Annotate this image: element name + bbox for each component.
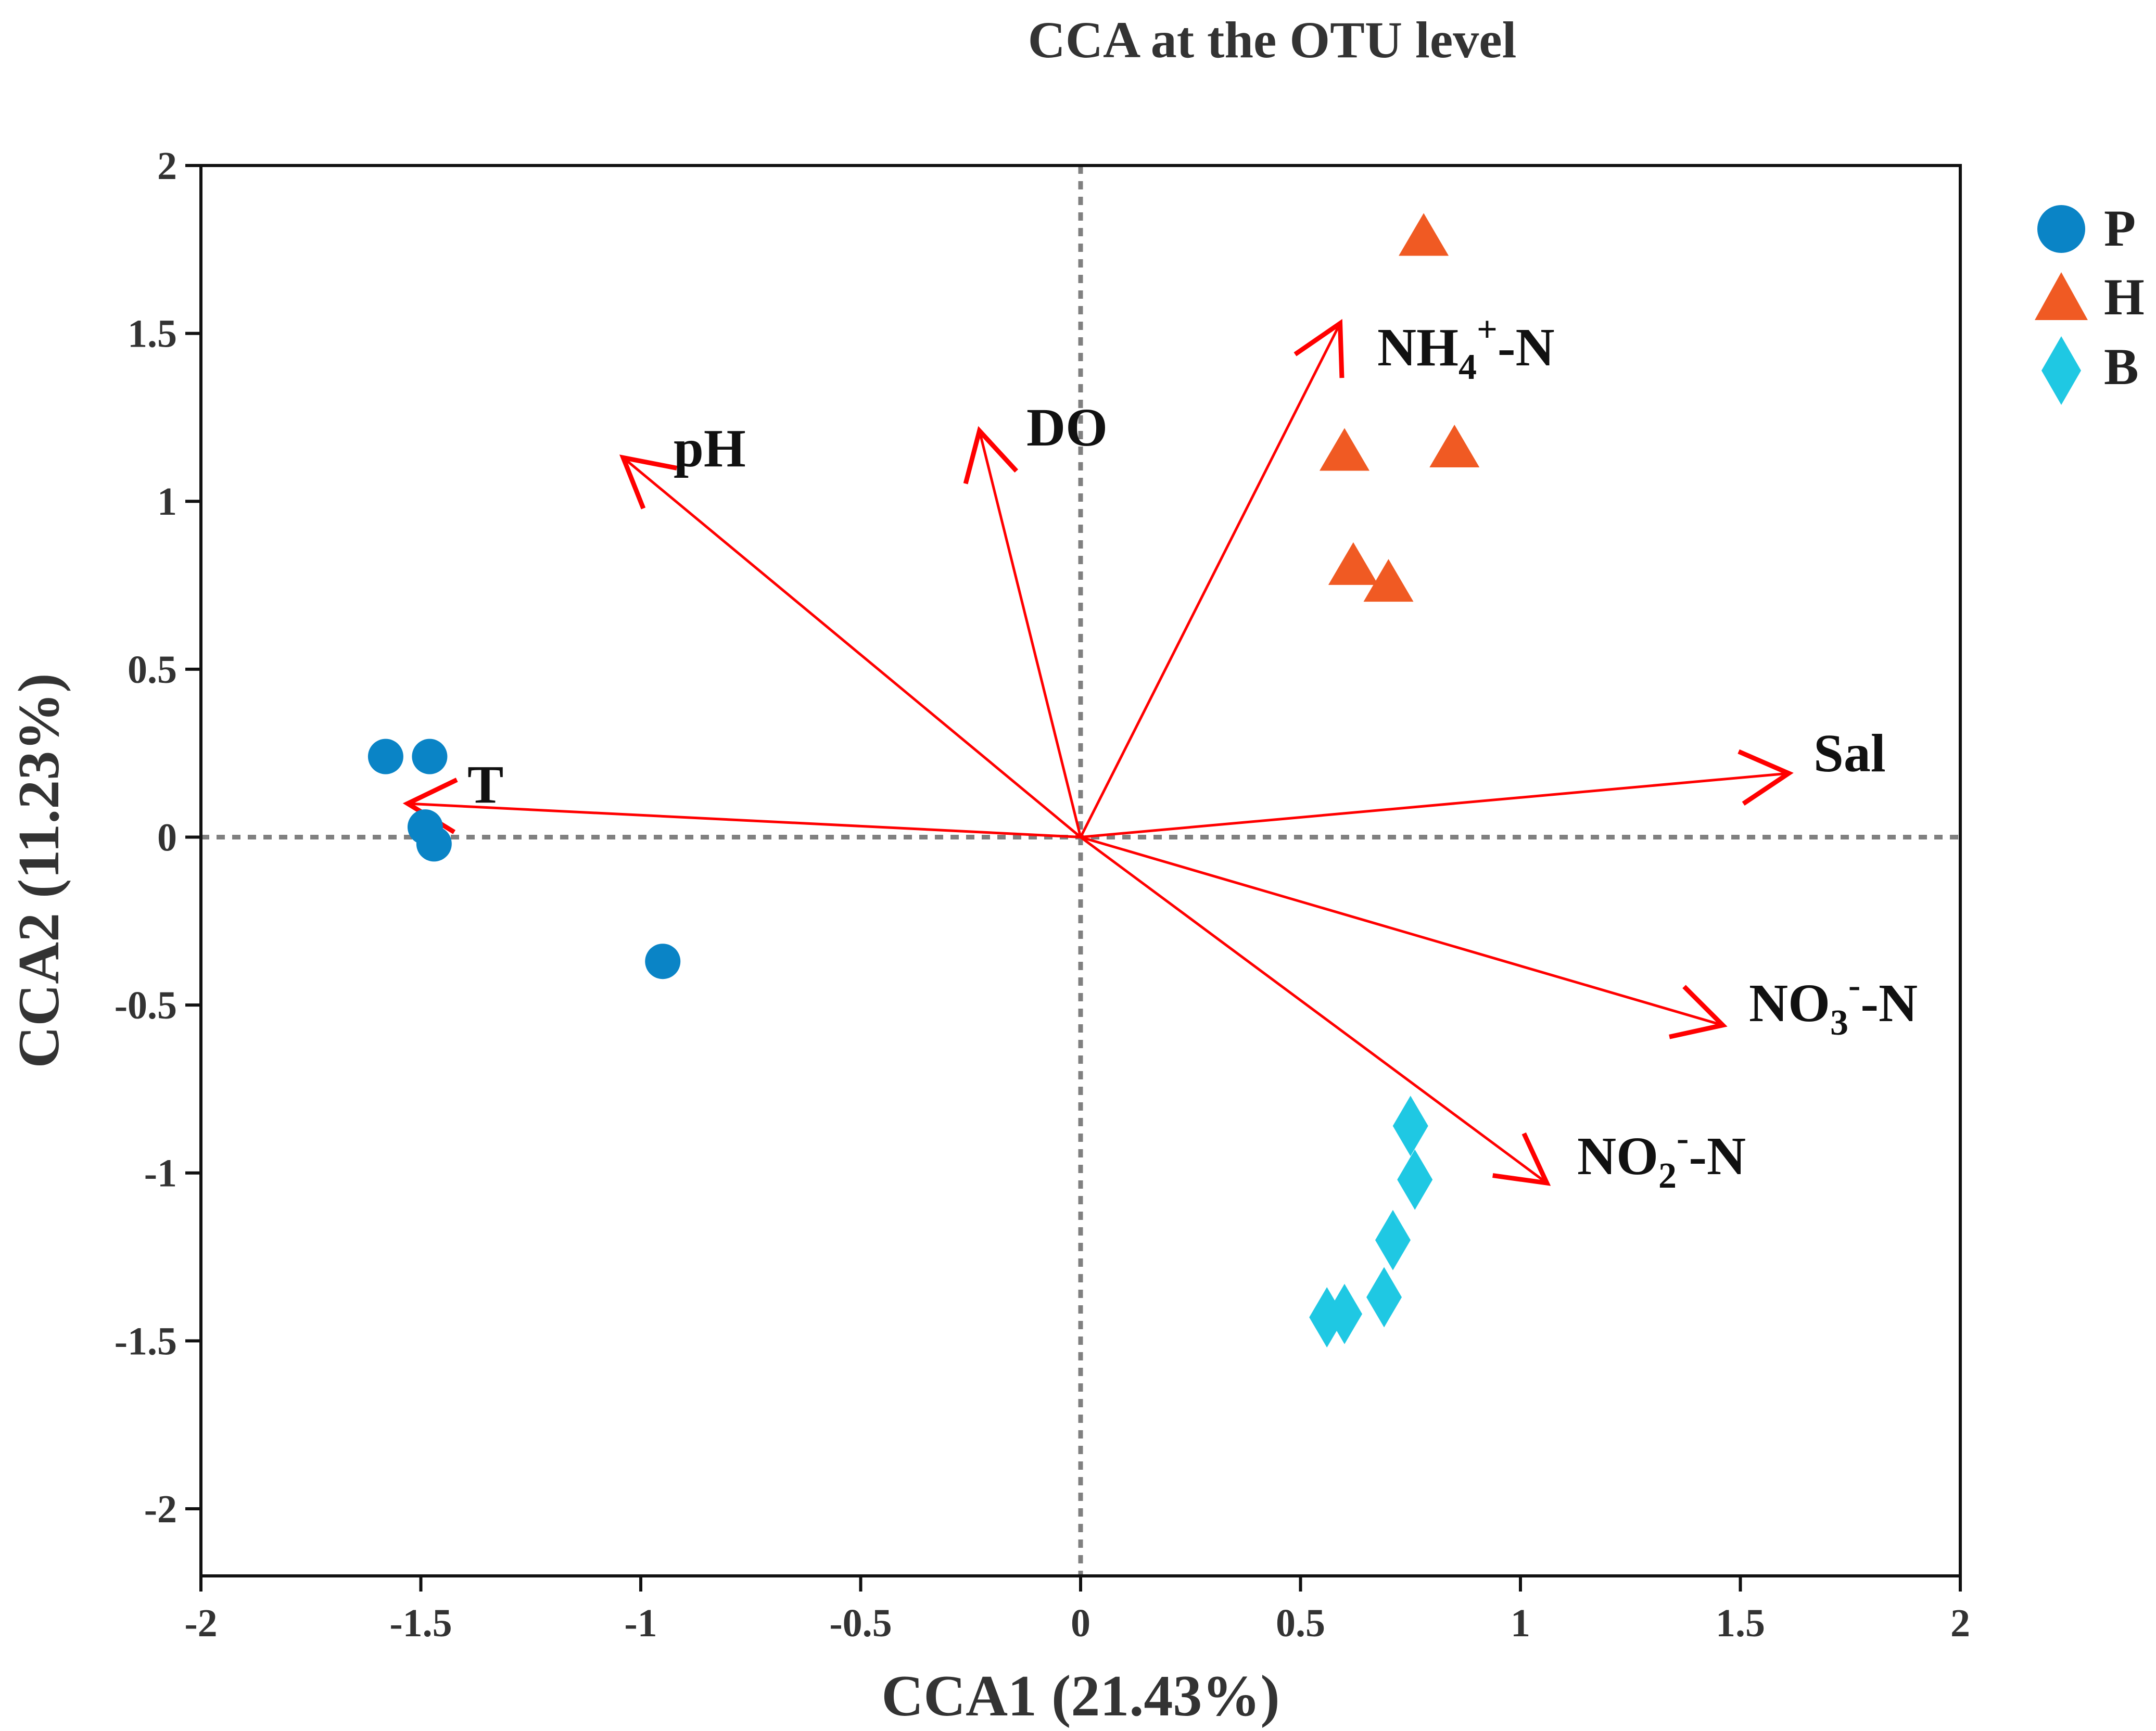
arrow-head	[619, 454, 678, 510]
arrow-head	[1669, 985, 1728, 1039]
y-tick-label: -0.5	[115, 984, 177, 1027]
arrow-label-T: T	[467, 755, 503, 814]
y-tick-label: -1	[144, 1152, 177, 1195]
arrow-label-NO3: NO3--N	[1749, 965, 1918, 1043]
point-P	[412, 739, 448, 774]
environment-arrows	[402, 319, 1794, 1186]
nh4-tail: -N	[1498, 317, 1555, 377]
series-H	[1320, 213, 1480, 602]
x-tick-label: -1	[624, 1601, 657, 1645]
arrow-label-DO: DO	[1026, 398, 1108, 457]
legend-label-P: P	[2104, 199, 2136, 257]
point-B	[1309, 1287, 1345, 1348]
arrow-Sal	[1080, 749, 1794, 838]
point-H	[1328, 542, 1378, 585]
x-tick-label: -2	[184, 1601, 217, 1645]
point-B	[1397, 1149, 1433, 1210]
legend-marker-B	[2041, 336, 2081, 405]
legend-marker-H	[2035, 272, 2088, 320]
arrow-shaft	[1080, 772, 1789, 838]
series-P	[367, 739, 681, 979]
no3-superscript: -	[1848, 965, 1860, 1005]
arrow-shaft	[978, 430, 1082, 838]
point-B	[1392, 1096, 1428, 1156]
nh4-superscript: +	[1477, 310, 1498, 350]
arrow-shaft	[408, 802, 1081, 838]
arrow-NH4N	[1079, 319, 1345, 838]
y-tick-label: -1.5	[115, 1319, 177, 1363]
point-H	[1363, 559, 1414, 602]
arrow-head	[1738, 749, 1794, 806]
x-tick-label: -0.5	[829, 1601, 892, 1645]
x-tick-label: 0.5	[1276, 1601, 1325, 1645]
chart-title: CCA at the OTU level	[1028, 11, 1517, 69]
point-H	[1320, 428, 1369, 471]
point-P	[367, 739, 403, 774]
point-B	[1375, 1210, 1411, 1270]
y-axis-title: CCA2 (11.23%)	[7, 673, 71, 1068]
arrow-label-Sal: Sal	[1813, 723, 1886, 783]
x-tick-label: 0	[1071, 1601, 1090, 1645]
y-tick-label: -2	[144, 1487, 177, 1531]
no2-subscript: 2	[1658, 1156, 1677, 1196]
x-axis-title: CCA1 (21.43%)	[881, 1664, 1279, 1728]
x-tick-label: 2	[1950, 1601, 1970, 1645]
x-tick-label: 1	[1511, 1601, 1530, 1645]
no3-base: NO	[1749, 973, 1830, 1033]
arrow-label-NH4: NH4+-N	[1377, 310, 1555, 387]
y-tick-label: 2	[157, 144, 177, 188]
nh4-base: NH	[1377, 317, 1459, 377]
arrow-label-NO2: NO2--N	[1577, 1118, 1746, 1196]
axes: -2 -1.5 -1 -0.5 0 0.5 1 1.5 2-2-1.5-1-0.500.511.…	[115, 144, 1970, 1645]
x-tick-label: -1.5	[389, 1601, 452, 1645]
nh4-subscript: 4	[1459, 347, 1477, 387]
arrow-shaft	[1080, 836, 1548, 1185]
point-B	[1366, 1267, 1402, 1328]
arrow-head	[963, 426, 1019, 485]
arrow-NO3N	[1080, 836, 1728, 1039]
no3-tail: -N	[1860, 973, 1918, 1033]
no2-base: NO	[1577, 1126, 1658, 1186]
y-tick-label: 0	[157, 816, 177, 859]
y-tick-label: 1	[157, 480, 177, 524]
y-tick-label: 0.5	[128, 648, 177, 692]
arrow-NO2N	[1080, 836, 1551, 1186]
legend-marker-P	[2037, 205, 2085, 253]
point-H	[1399, 213, 1449, 256]
arrow-head	[1293, 319, 1345, 378]
plot-frame	[199, 164, 1962, 1577]
point-P	[416, 826, 452, 862]
no2-superscript: -	[1677, 1118, 1689, 1159]
arrow-shaft	[1080, 836, 1723, 1027]
y-tick-label: 1.5	[128, 312, 177, 356]
arrow-pH	[619, 454, 1082, 838]
point-P	[645, 944, 681, 979]
legend: P H B	[2035, 199, 2145, 405]
arrow-shaft	[622, 456, 1082, 838]
arrow-shaft	[1079, 323, 1341, 838]
sample-points	[367, 213, 1480, 1348]
point-H	[1429, 425, 1480, 467]
legend-label-B: B	[2104, 338, 2139, 396]
arrow-head	[1492, 1132, 1551, 1186]
arrow-label-pH: pH	[674, 418, 746, 478]
arrow-DO	[963, 426, 1082, 838]
legend-label-H: H	[2104, 268, 2145, 326]
no3-subscript: 3	[1830, 1003, 1848, 1043]
series-B	[1309, 1096, 1433, 1348]
x-tick-label: 1.5	[1716, 1601, 1765, 1645]
no2-tail: -N	[1689, 1126, 1746, 1186]
